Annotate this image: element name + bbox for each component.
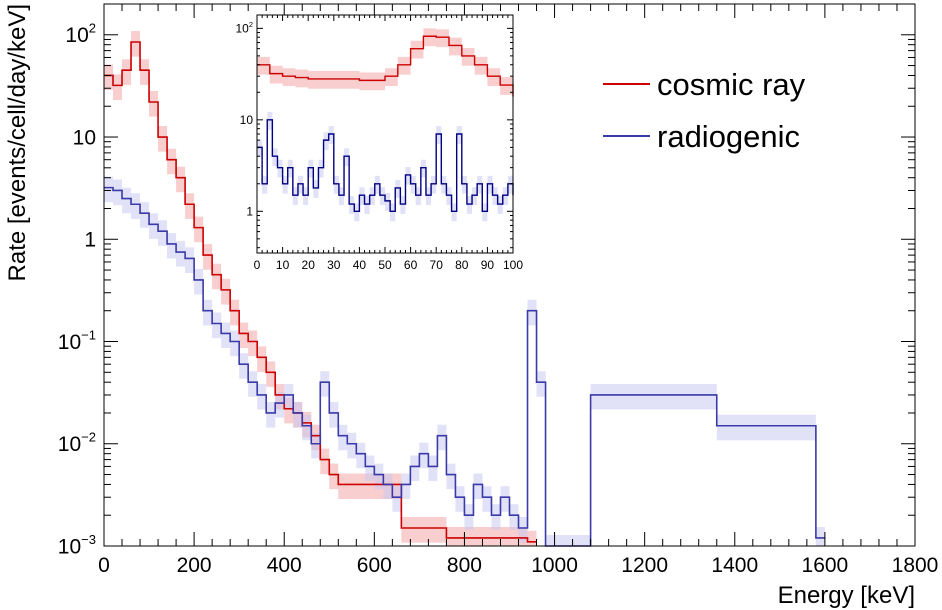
series-line-cosmic-ray bbox=[104, 41, 537, 543]
x-tick-label: 1000 bbox=[531, 554, 578, 577]
x-tick-label: 60 bbox=[404, 258, 418, 272]
y-tick-label: 10−1 bbox=[58, 327, 96, 353]
x-tick-label: 50 bbox=[378, 258, 392, 272]
legend-label-radiogenic: radiogenic bbox=[657, 119, 800, 154]
inset-y-tick-labels: 1 10 102 bbox=[236, 20, 254, 218]
main-x-tick-labels: 0 200 400 600 800 1000 1200 1400 1600 1800 bbox=[98, 554, 938, 577]
main-axis-ticks bbox=[103, 3, 916, 547]
inset-series-lines bbox=[257, 35, 514, 212]
inset-error-bands bbox=[257, 28, 513, 222]
x-tick-label: 1600 bbox=[802, 554, 849, 577]
inset-x-tick-labels: 0 10 20 30 40 50 60 70 80 90 100 bbox=[254, 258, 524, 272]
x-tick-label: 80 bbox=[455, 258, 469, 272]
x-tick-label: 30 bbox=[327, 258, 341, 272]
x-tick-label: 40 bbox=[353, 258, 367, 272]
y-tick-label: 10 bbox=[240, 113, 254, 127]
x-tick-label: 20 bbox=[302, 258, 316, 272]
y-tick-label: 10 bbox=[73, 126, 96, 149]
main-series-lines bbox=[104, 41, 825, 547]
x-tick-label: 10 bbox=[276, 258, 290, 272]
series-line-radiogenic bbox=[257, 119, 514, 212]
x-tick-label: 1400 bbox=[711, 554, 758, 577]
legend-label-cosmic-ray: cosmic ray bbox=[657, 67, 806, 102]
x-tick-label: 90 bbox=[481, 258, 495, 272]
main-y-tick-labels: 10−3 10−2 10−1 1 10 102 bbox=[58, 21, 96, 559]
error-band-cosmic-ray bbox=[257, 28, 513, 107]
y-axis-title: Rate [events/cell/day/keV] bbox=[4, 4, 31, 281]
y-tick-label: 102 bbox=[65, 21, 96, 47]
y-tick-label: 1 bbox=[84, 229, 96, 252]
x-tick-label: 400 bbox=[267, 554, 302, 577]
x-tick-label: 100 bbox=[503, 258, 523, 272]
y-tick-label: 10−2 bbox=[58, 430, 96, 456]
x-tick-label: 1800 bbox=[892, 554, 939, 577]
series-line-cosmic-ray bbox=[257, 35, 514, 97]
y-tick-label: 102 bbox=[236, 20, 254, 35]
x-tick-label: 800 bbox=[447, 554, 482, 577]
x-tick-label: 0 bbox=[98, 554, 110, 577]
error-band-radiogenic bbox=[104, 176, 825, 546]
main-plot-frame bbox=[103, 3, 916, 547]
y-tick-label: 10−3 bbox=[58, 532, 96, 558]
error-band-radiogenic bbox=[257, 111, 513, 222]
x-tick-label: 70 bbox=[430, 258, 444, 272]
x-tick-label: 0 bbox=[254, 258, 261, 272]
inset-axis-ticks bbox=[256, 15, 514, 253]
series-line-radiogenic bbox=[104, 186, 825, 547]
x-tick-label: 600 bbox=[357, 554, 392, 577]
main-plot: 0 200 400 600 800 1000 1200 1400 1600 1800 10−310… bbox=[4, 3, 938, 609]
y-tick-label: 1 bbox=[246, 204, 253, 218]
x-tick-label: 1200 bbox=[621, 554, 668, 577]
x-axis-title: Energy [keV] bbox=[778, 582, 915, 609]
legend: cosmic ray radiogenic bbox=[603, 67, 806, 154]
x-tick-label: 200 bbox=[177, 554, 212, 577]
